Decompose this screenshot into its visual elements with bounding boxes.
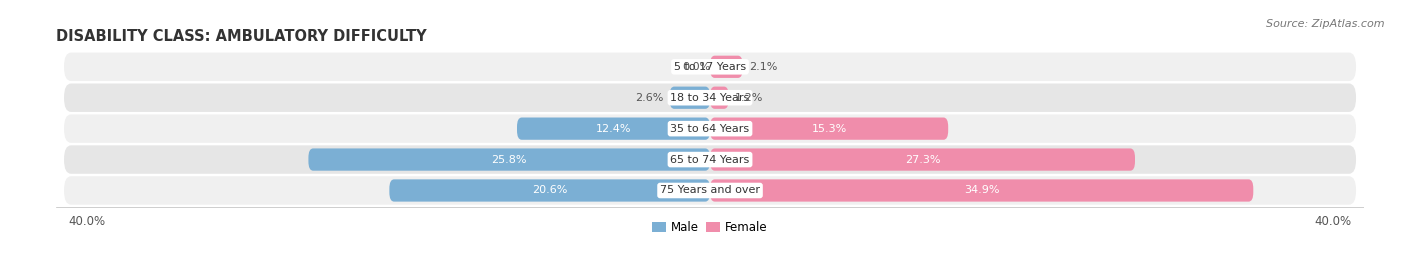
Text: DISABILITY CLASS: AMBULATORY DIFFICULTY: DISABILITY CLASS: AMBULATORY DIFFICULTY: [56, 29, 427, 44]
FancyBboxPatch shape: [65, 114, 1355, 143]
Text: 65 to 74 Years: 65 to 74 Years: [671, 155, 749, 165]
FancyBboxPatch shape: [65, 176, 1355, 205]
FancyBboxPatch shape: [308, 148, 710, 171]
FancyBboxPatch shape: [710, 148, 1135, 171]
FancyBboxPatch shape: [65, 53, 1355, 81]
Text: 25.8%: 25.8%: [492, 155, 527, 165]
Text: 34.9%: 34.9%: [965, 185, 1000, 195]
FancyBboxPatch shape: [710, 179, 1253, 202]
FancyBboxPatch shape: [517, 117, 710, 140]
FancyBboxPatch shape: [65, 145, 1355, 174]
FancyBboxPatch shape: [710, 56, 742, 78]
Text: 5 to 17 Years: 5 to 17 Years: [673, 62, 747, 72]
Text: 27.3%: 27.3%: [905, 155, 941, 165]
Text: 0.0%: 0.0%: [682, 62, 710, 72]
Text: 20.6%: 20.6%: [531, 185, 568, 195]
Text: 2.1%: 2.1%: [749, 62, 778, 72]
Text: 35 to 64 Years: 35 to 64 Years: [671, 124, 749, 134]
FancyBboxPatch shape: [389, 179, 710, 202]
Text: 12.4%: 12.4%: [596, 124, 631, 134]
Text: 75 Years and over: 75 Years and over: [659, 185, 761, 195]
Text: 1.2%: 1.2%: [735, 93, 763, 103]
Text: 2.6%: 2.6%: [636, 93, 664, 103]
FancyBboxPatch shape: [65, 84, 1355, 112]
Text: Source: ZipAtlas.com: Source: ZipAtlas.com: [1267, 19, 1385, 29]
Text: 18 to 34 Years: 18 to 34 Years: [671, 93, 749, 103]
Text: 15.3%: 15.3%: [811, 124, 846, 134]
Legend: Male, Female: Male, Female: [648, 216, 772, 239]
FancyBboxPatch shape: [710, 117, 948, 140]
FancyBboxPatch shape: [710, 87, 728, 109]
FancyBboxPatch shape: [669, 87, 710, 109]
